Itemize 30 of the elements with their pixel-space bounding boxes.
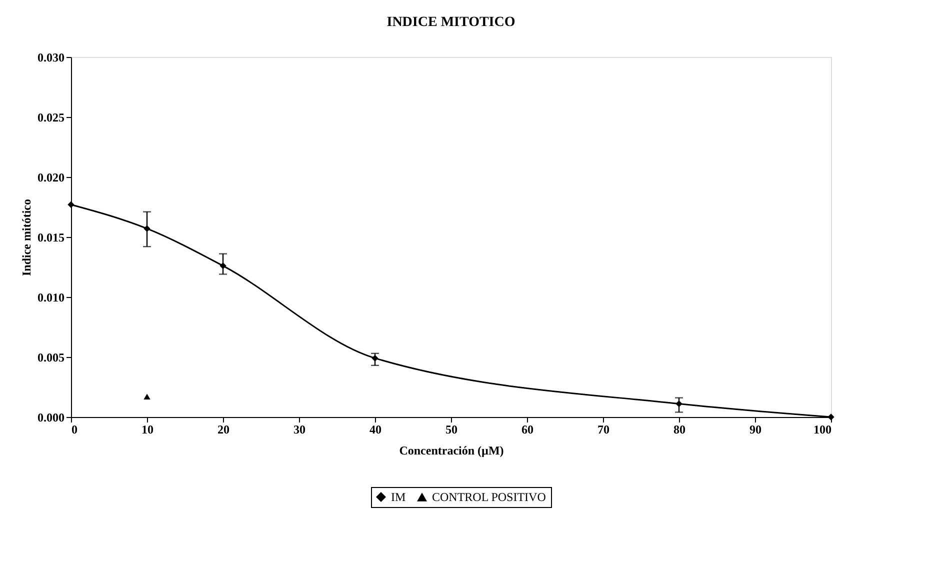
x-tick-label: 80 [674,422,686,436]
legend-label: IM [391,490,406,504]
y-tick-label: 0.015 [38,230,64,244]
point [220,262,226,270]
point [144,225,150,232]
y-axis-title: Indice mitótico [20,199,34,276]
x-tick-label: 90 [750,422,762,436]
x-tick-label: 10 [142,422,154,436]
point [144,394,150,400]
y-tick-label: 0.000 [38,410,64,424]
y-tick-label: 0.005 [38,350,64,364]
x-tick-label: 30 [294,422,306,436]
y-tick-label: 0.020 [38,170,64,184]
legend-label: CONTROL POSITIVO [432,490,546,504]
x-tick-label: 60 [522,422,534,436]
x-tick-label: 50 [446,422,458,436]
x-tick-label: 40 [370,422,382,436]
y-tick-label: 0.010 [38,290,64,304]
y-tick-label: 0.030 [38,50,64,64]
point [372,354,378,362]
y-tick-label: 0.025 [38,110,64,124]
point [676,400,682,408]
x-tick-label: 0 [72,422,78,436]
chart-title: INDICE MITOTICO [386,15,516,30]
x-tick-label: 70 [598,422,610,436]
x-tick-label: 100 [814,422,832,436]
x-tick-label: 20 [218,422,230,436]
point [828,414,834,420]
x-axis-title: Concentración (µM) [399,444,504,458]
point [68,201,74,208]
